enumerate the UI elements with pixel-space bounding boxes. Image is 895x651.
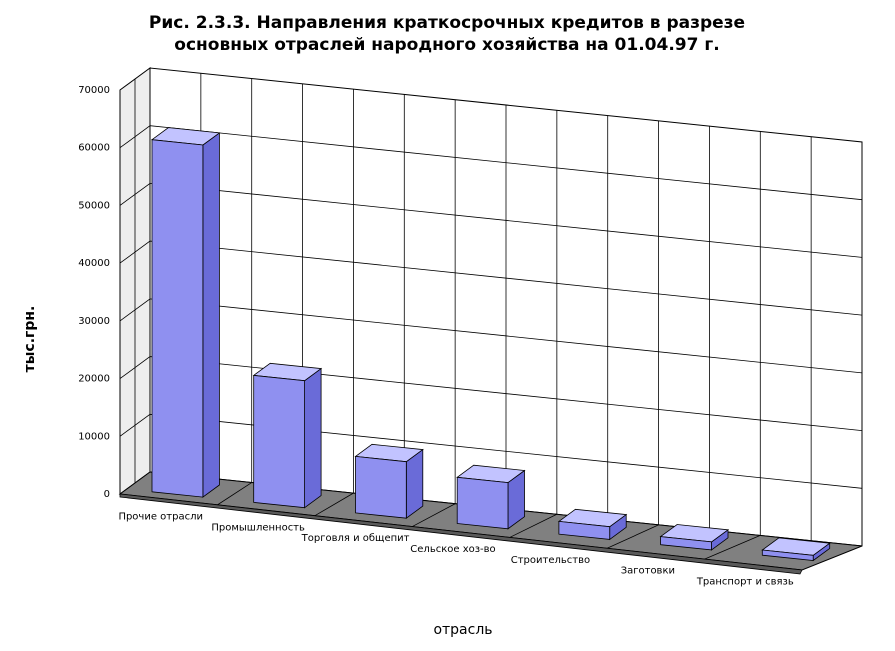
gridline-horizontal <box>119 356 863 431</box>
y-axis-title: тыс.грн. <box>22 306 38 373</box>
chart-title-line-2: основных отраслей народного хозяйства на… <box>174 35 719 55</box>
bar-front <box>456 476 509 530</box>
bar-6 <box>659 524 730 551</box>
y-tick-label: 40000 <box>78 258 110 269</box>
bar-7 <box>761 537 831 562</box>
bar-4 <box>456 464 526 530</box>
bar-front <box>558 520 611 540</box>
gridline-horizontal <box>119 182 863 258</box>
chart-title-line-1: Рис. 2.3.3. Направления краткосрочных кр… <box>149 13 745 33</box>
bar-1 <box>150 127 221 498</box>
bar-front <box>660 536 712 551</box>
floor-gridline <box>217 482 252 506</box>
bar-front <box>253 374 306 509</box>
bar-front <box>355 455 407 519</box>
x-category-label: Промышленность <box>211 522 305 533</box>
floor-gridline <box>412 503 456 527</box>
gridline-horizontal <box>119 240 863 316</box>
x-category-label: Прочие отрасли <box>118 511 203 522</box>
floor-gridline <box>509 513 558 538</box>
bar-5 <box>557 508 628 541</box>
x-category-label: Сельское хоз-во <box>410 544 495 555</box>
y-tick-label: 0 <box>104 489 110 500</box>
gridline-horizontal <box>119 125 863 201</box>
y-tick-label: 70000 <box>78 85 110 96</box>
bar-side <box>304 367 322 509</box>
x-category-label: Транспорт и связь <box>696 577 794 588</box>
chart-title: Рис. 2.3.3. Направления краткосрочных кр… <box>149 13 745 55</box>
floor-gridline <box>314 492 354 517</box>
bar-front <box>761 549 814 561</box>
floor-edge <box>119 493 803 575</box>
y-tick-label: 10000 <box>78 431 110 442</box>
gridline-horizontal <box>119 298 863 374</box>
floor-gridline <box>606 524 659 549</box>
y-axis-ticks: 0 10000 20000 30000 40000 50000 60000 70000 <box>78 85 110 500</box>
x-category-label: Заготовки <box>621 566 675 577</box>
bar-3 <box>354 443 424 519</box>
y-tick-label: 60000 <box>78 143 110 154</box>
x-category-label: Торговля и общепит <box>301 533 410 544</box>
floor-gridline <box>704 535 761 560</box>
gridline-horizontal <box>119 413 863 489</box>
y-tick-label: 20000 <box>78 374 110 385</box>
bars <box>150 127 831 562</box>
bar-front <box>151 139 204 498</box>
y-tick-label: 30000 <box>78 316 110 327</box>
bar-side <box>202 132 220 498</box>
bar-2 <box>252 362 323 509</box>
x-category-label: Строительство <box>511 555 590 566</box>
y-tick-label: 50000 <box>78 200 110 211</box>
x-axis-title: отрасль <box>433 622 492 638</box>
